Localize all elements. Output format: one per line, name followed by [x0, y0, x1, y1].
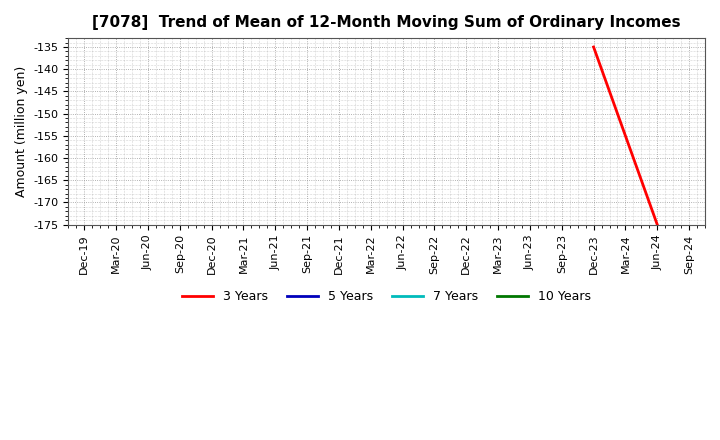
Legend: 3 Years, 5 Years, 7 Years, 10 Years: 3 Years, 5 Years, 7 Years, 10 Years — [177, 285, 596, 308]
Y-axis label: Amount (million yen): Amount (million yen) — [15, 66, 28, 197]
Title: [7078]  Trend of Mean of 12-Month Moving Sum of Ordinary Incomes: [7078] Trend of Mean of 12-Month Moving … — [92, 15, 681, 30]
